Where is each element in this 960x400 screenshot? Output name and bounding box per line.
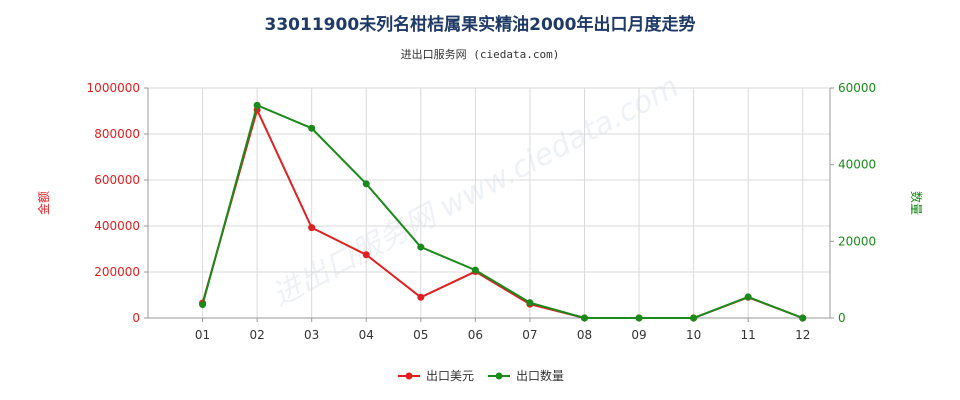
y-left-tick-label: 400000: [94, 219, 140, 233]
y-left-axis-title: 金额: [36, 191, 51, 215]
x-tick-label: 04: [359, 328, 374, 342]
series-2-point: [526, 299, 534, 307]
legend-swatch-marker: [405, 372, 413, 380]
x-tick-label: 05: [413, 328, 428, 342]
series-2-point: [690, 314, 698, 322]
y-right-tick-label: 0: [838, 311, 846, 325]
x-tick-label: 08: [577, 328, 592, 342]
x-tick-label: 12: [795, 328, 810, 342]
series-1-point: [308, 224, 316, 232]
x-tick-label: 09: [631, 328, 646, 342]
x-tick-label: 01: [195, 328, 210, 342]
y-right-tick-label: 20000: [838, 234, 876, 248]
x-tick-label: 03: [304, 328, 319, 342]
y-right-tick-label: 40000: [838, 158, 876, 172]
series-2-point: [635, 314, 643, 322]
series-2-point: [362, 180, 370, 188]
series-1-point: [417, 293, 425, 301]
y-left-tick-label: 800000: [94, 127, 140, 141]
series-2-point: [417, 243, 425, 251]
x-tick-label: 02: [249, 328, 264, 342]
y-left-tick-label: 0: [132, 311, 140, 325]
legend-swatch-marker: [495, 372, 503, 380]
legend-label: 出口美元: [426, 369, 474, 383]
series-2-point: [199, 301, 207, 309]
x-tick-label: 07: [522, 328, 537, 342]
series-line-2: [201, 103, 804, 319]
series-2-point: [744, 293, 752, 301]
y-right-axis-title: 数量: [909, 191, 924, 215]
y-right-tick-label: 60000: [838, 81, 876, 95]
series-2-point: [308, 124, 316, 132]
series-2-point: [580, 314, 588, 322]
y-left-tick-label: 600000: [94, 173, 140, 187]
legend-label: 出口数量: [516, 368, 564, 383]
y-left-tick-label: 1000000: [87, 81, 140, 95]
x-tick-label: 10: [686, 328, 701, 342]
series-layer: [199, 101, 807, 322]
chart-title: 33011900未列名柑桔属果实精油2000年出口月度走势: [265, 14, 696, 35]
series-1-point: [362, 251, 370, 259]
x-tick-label: 11: [741, 328, 756, 342]
series-2-point: [253, 101, 261, 109]
chart-subtitle: 进出口服务网 (ciedata.com): [401, 47, 560, 61]
y-left-tick-label: 200000: [94, 265, 140, 279]
series-2-point: [471, 266, 479, 274]
legend: 出口美元 出口数量: [398, 368, 564, 383]
series-2-point: [799, 314, 807, 322]
x-tick-label: 06: [468, 328, 483, 342]
